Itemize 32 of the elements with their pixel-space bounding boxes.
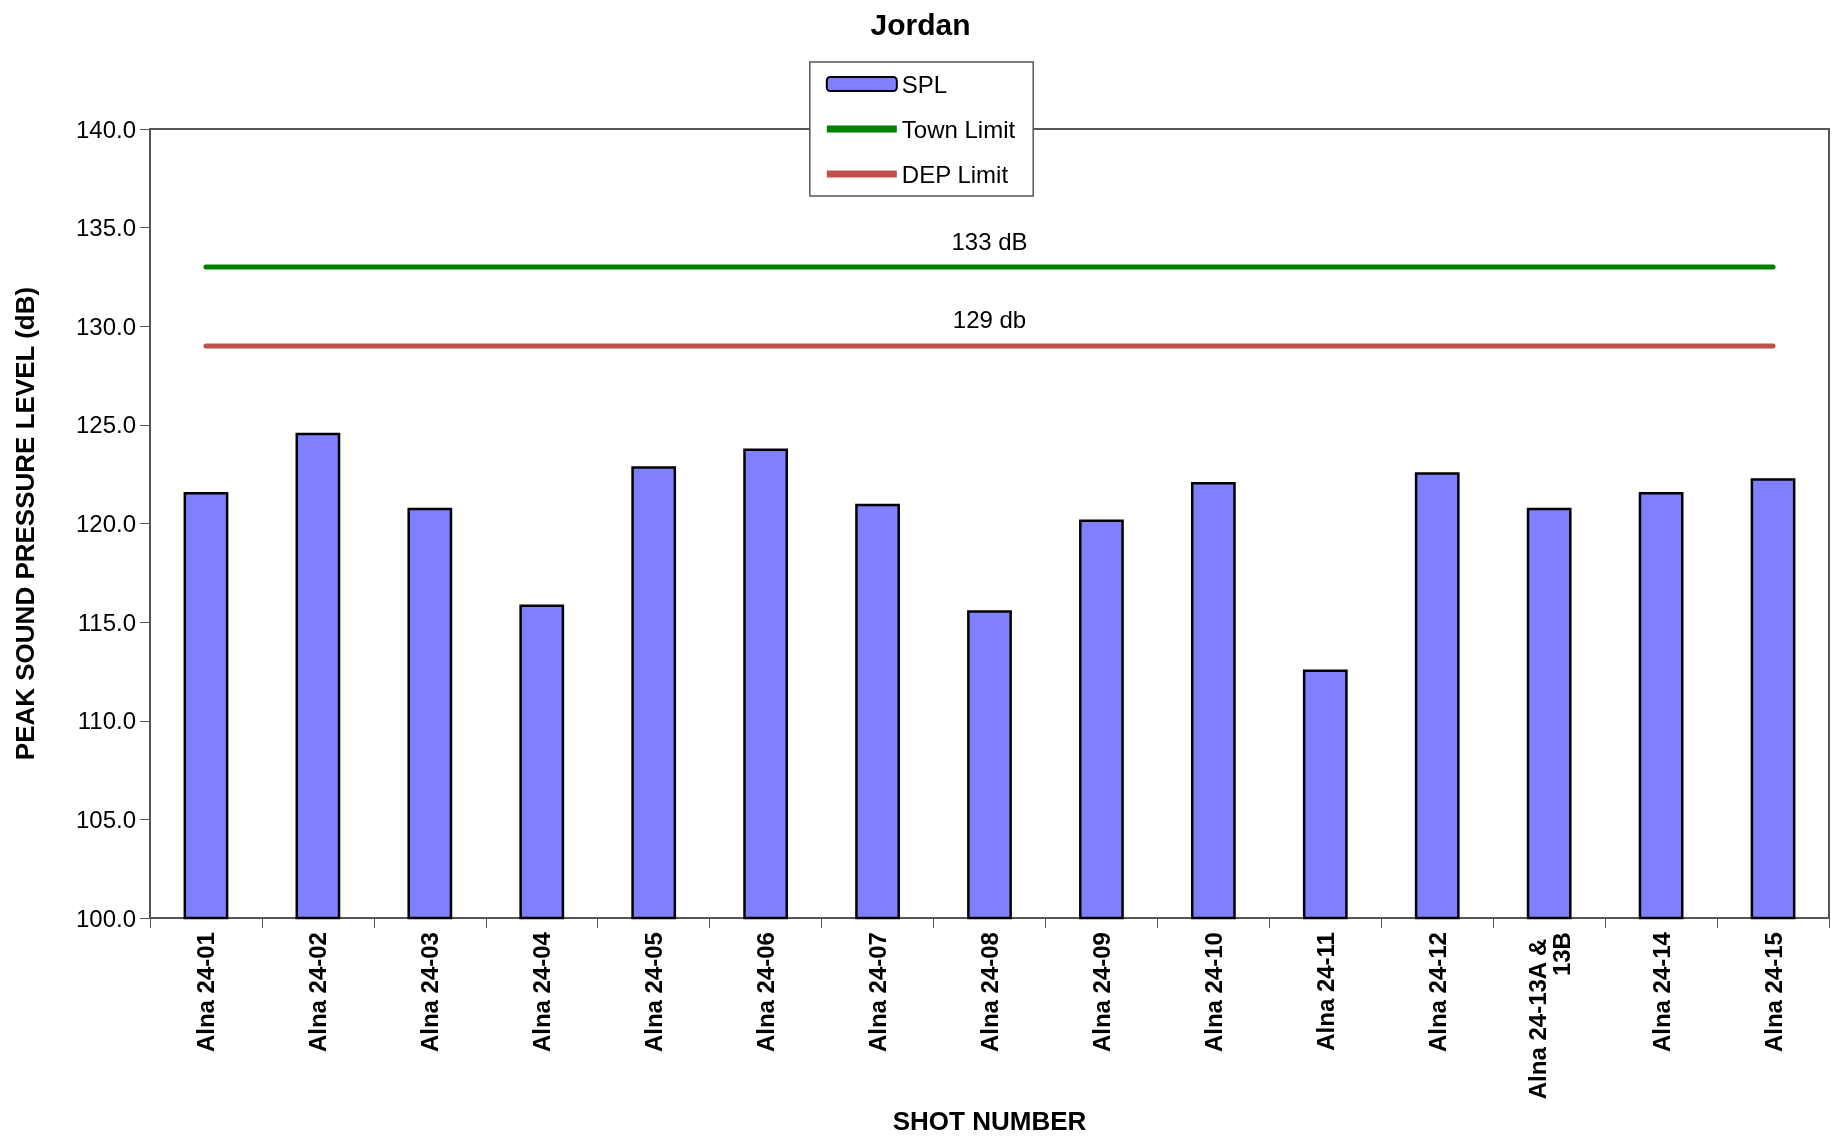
y-tick-label: 115.0 [77, 608, 136, 636]
x-tick-label: Alna 24-02 [304, 932, 332, 1053]
x-tick-label: Alna 24-03 [416, 932, 444, 1053]
annotation: 133 dB [951, 227, 1028, 255]
chart-title: Jordan [870, 7, 971, 41]
y-tick-label: 125.0 [75, 411, 136, 439]
x-tick-label: Alna 24-12 [1423, 932, 1451, 1053]
x-tick-label: Alna 24-04 [528, 931, 556, 1053]
legend-label: Town Limit [901, 115, 1016, 143]
y-tick-label: 140.0 [75, 115, 136, 143]
legend-label: DEP Limit [901, 160, 1009, 188]
x-tick-label: Alna 24-11 [1311, 932, 1339, 1051]
y-tick-label: 110.0 [77, 707, 136, 735]
x-tick-label: Alna 24-05 [640, 932, 668, 1053]
y-axis-title: PEAK SOUND PRESSURE LEVEL (dB) [10, 286, 40, 761]
x-axis-title: SHOT NUMBER [892, 1106, 1087, 1136]
x-tick-label: Alna 24-15 [1759, 932, 1787, 1053]
legend-label: SPL [901, 70, 948, 98]
y-tick-label: 100.0 [75, 904, 136, 932]
y-tick-label: 120.0 [75, 510, 136, 538]
x-tick-label: Alna 24-14 [1647, 931, 1675, 1053]
y-tick-label: 105.0 [75, 805, 136, 833]
annotation: 129 db [952, 306, 1027, 334]
x-tick-label: Alna 24-09 [1087, 932, 1115, 1053]
y-tick-label: 130.0 [75, 312, 136, 340]
x-tick-label: Alna 24-06 [752, 932, 780, 1053]
x-tick-label: Alna 24-13A & 13B [1523, 932, 1575, 1100]
x-tick-label: Alna 24-10 [1199, 932, 1227, 1053]
x-tick-label: Alna 24-01 [192, 932, 220, 1053]
x-tick-label: Alna 24-07 [864, 932, 892, 1053]
y-tick-label: 135.0 [75, 214, 136, 242]
x-tick-label: Alna 24-08 [976, 932, 1003, 1053]
